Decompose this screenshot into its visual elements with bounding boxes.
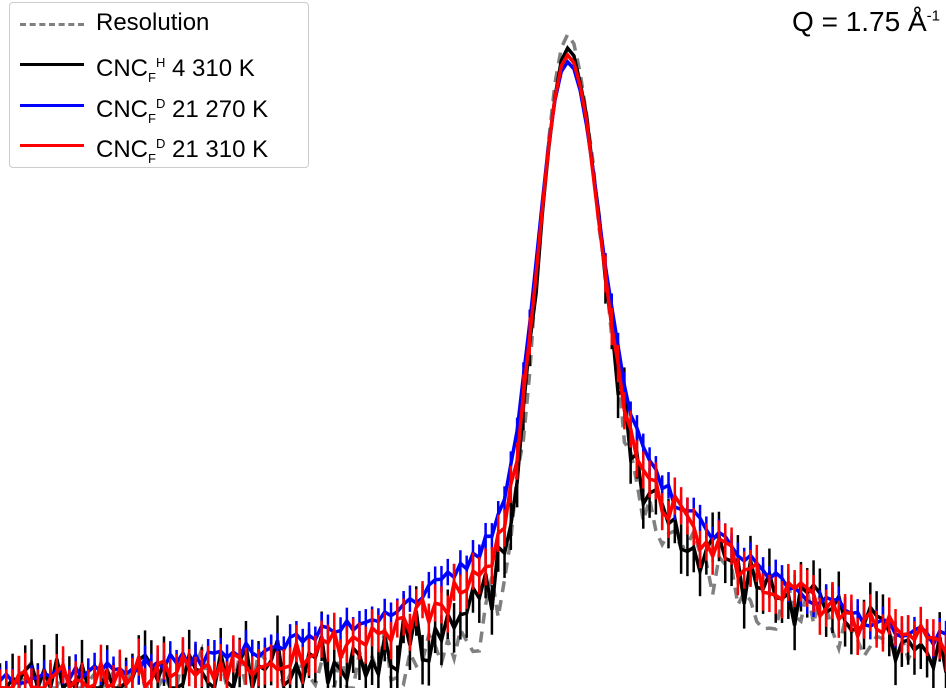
legend-entry-cnc-h-4-310k: CNCFH 4 310 K bbox=[10, 45, 310, 85]
legend-swatch-cnc-d-21-310k bbox=[20, 144, 84, 147]
legend-swatch-cnc-d-21-270k bbox=[20, 104, 84, 107]
series-line-3 bbox=[0, 51, 946, 688]
legend-entry-resolution: Resolution bbox=[10, 5, 310, 43]
legend-label-cnc-h-4-310k: CNCFH 4 310 K bbox=[96, 55, 255, 85]
legend-label-resolution: Resolution bbox=[96, 9, 210, 36]
legend-entry-cnc-d-21-270k: CNCFD 21 270 K bbox=[10, 86, 310, 126]
legend-swatch-resolution bbox=[20, 23, 84, 26]
legend-label-cnc-d-21-270k: CNCFD 21 270 K bbox=[96, 96, 269, 126]
legend: Resolution CNCFH 4 310 K CNCFD 21 270 K … bbox=[9, 2, 309, 168]
legend-entry-cnc-d-21-310k: CNCFD 21 310 K bbox=[10, 126, 310, 166]
legend-swatch-cnc-h-4-310k bbox=[20, 63, 84, 66]
series-3 bbox=[0, 51, 946, 688]
q-value-annotation: Q = 1.75 Å-1 bbox=[792, 6, 940, 37]
legend-label-cnc-d-21-310k: CNCFD 21 310 K bbox=[96, 136, 269, 166]
